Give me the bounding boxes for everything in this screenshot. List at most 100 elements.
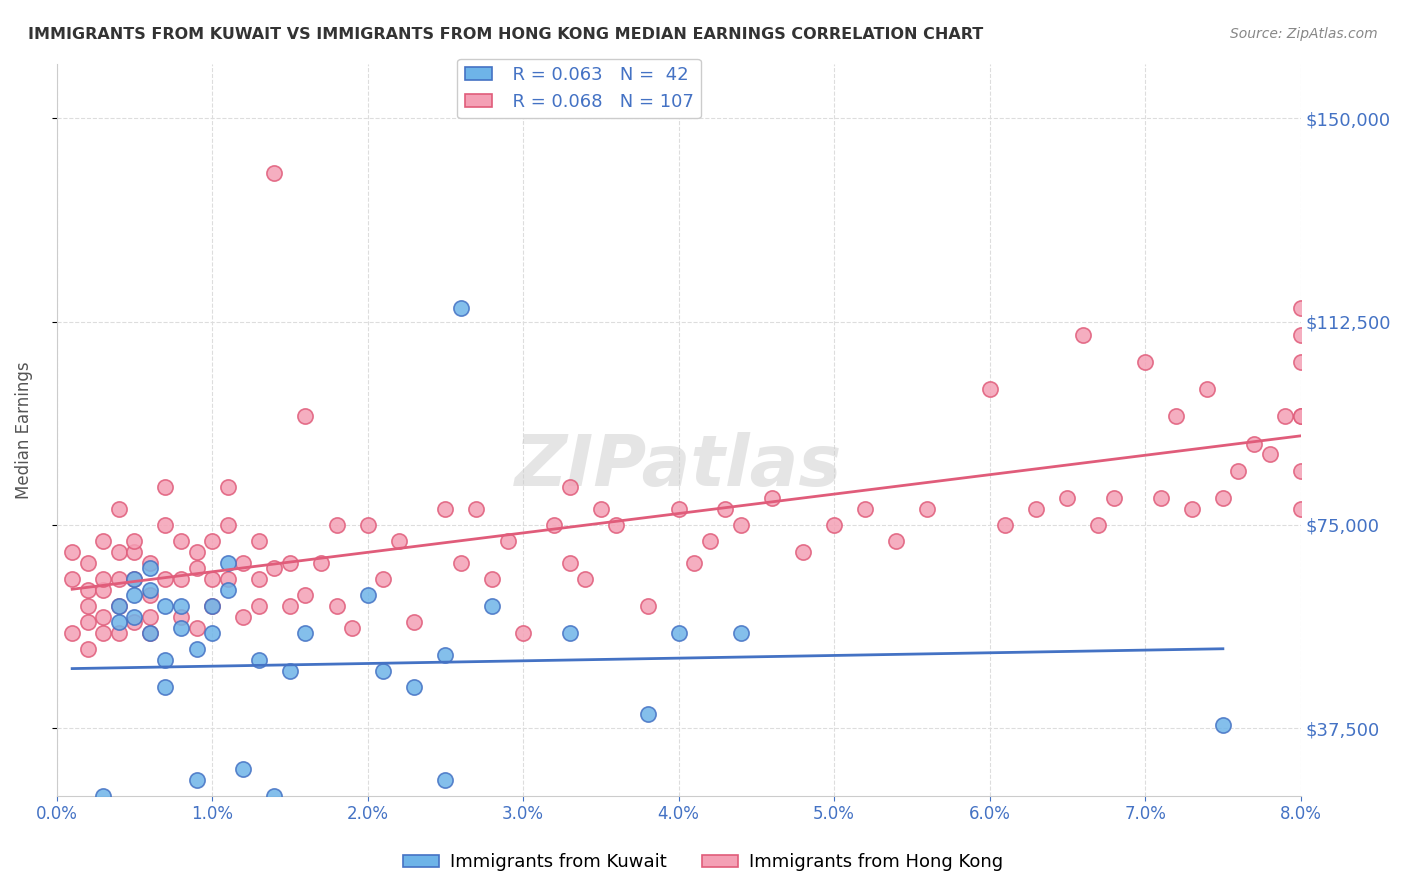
Point [124, 572, 146, 586]
Point [761, 491, 783, 505]
Point [1258, 447, 1281, 461]
Point [217, 582, 239, 597]
Point [124, 588, 146, 602]
Point [278, 599, 301, 614]
Point [1289, 501, 1312, 516]
Point [91, 626, 114, 640]
Point [1166, 409, 1188, 424]
Point [124, 572, 146, 586]
Point [186, 545, 208, 559]
Point [91, 832, 114, 847]
Point [201, 534, 224, 549]
Point [76, 582, 98, 597]
Point [1181, 501, 1204, 516]
Point [124, 534, 146, 549]
Point [668, 501, 690, 516]
Text: Source: ZipAtlas.com: Source: ZipAtlas.com [1230, 27, 1378, 41]
Point [76, 556, 98, 570]
Point [434, 772, 457, 787]
Point [217, 572, 239, 586]
Point [1289, 301, 1312, 315]
Point [124, 615, 146, 630]
Point [108, 545, 131, 559]
Point [91, 610, 114, 624]
Point [481, 599, 503, 614]
Point [1056, 491, 1078, 505]
Point [979, 383, 1001, 397]
Point [186, 642, 208, 657]
Point [356, 588, 378, 602]
Point [60, 626, 83, 640]
Point [60, 572, 83, 586]
Point [434, 501, 457, 516]
Point [91, 534, 114, 549]
Point [1227, 464, 1250, 478]
Point [170, 572, 193, 586]
Point [139, 582, 162, 597]
Point [1102, 491, 1125, 505]
Point [232, 762, 254, 776]
Point [574, 572, 596, 586]
Point [139, 561, 162, 575]
Point [1289, 355, 1312, 369]
Point [404, 681, 426, 695]
Point [201, 572, 224, 586]
Point [683, 556, 706, 570]
Point [108, 626, 131, 640]
Point [263, 561, 285, 575]
Point [1289, 409, 1312, 424]
Point [1087, 517, 1109, 532]
Point [558, 626, 581, 640]
Point [325, 517, 347, 532]
Point [201, 626, 224, 640]
Point [76, 642, 98, 657]
Point [139, 610, 162, 624]
Point [60, 843, 83, 857]
Point [155, 517, 177, 532]
Point [124, 610, 146, 624]
Point [232, 556, 254, 570]
Point [91, 789, 114, 803]
Point [263, 166, 285, 180]
Point [139, 626, 162, 640]
Point [155, 599, 177, 614]
Point [124, 545, 146, 559]
Point [465, 501, 488, 516]
Point [155, 572, 177, 586]
Point [108, 501, 131, 516]
Point [247, 572, 270, 586]
Point [1025, 501, 1047, 516]
Text: ZIPatlas: ZIPatlas [515, 432, 842, 501]
Point [91, 582, 114, 597]
Point [155, 480, 177, 494]
Point [356, 517, 378, 532]
Point [294, 626, 316, 640]
Point [108, 572, 131, 586]
Point [155, 653, 177, 667]
Point [543, 517, 565, 532]
Y-axis label: Median Earnings: Median Earnings [15, 361, 32, 499]
Point [108, 599, 131, 614]
Point [1243, 436, 1265, 450]
Point [637, 707, 659, 722]
Point [1289, 464, 1312, 478]
Point [373, 664, 395, 678]
Point [994, 517, 1017, 532]
Point [91, 572, 114, 586]
Point [668, 626, 690, 640]
Point [730, 626, 752, 640]
Point [232, 815, 254, 830]
Text: IMMIGRANTS FROM KUWAIT VS IMMIGRANTS FROM HONG KONG MEDIAN EARNINGS CORRELATION : IMMIGRANTS FROM KUWAIT VS IMMIGRANTS FRO… [28, 27, 983, 42]
Point [450, 301, 472, 315]
Point [170, 534, 193, 549]
Point [294, 409, 316, 424]
Point [1289, 409, 1312, 424]
Point [1150, 491, 1173, 505]
Point [1274, 409, 1296, 424]
Point [325, 599, 347, 614]
Point [170, 610, 193, 624]
Point [232, 610, 254, 624]
Point [558, 480, 581, 494]
Point [792, 545, 814, 559]
Point [201, 599, 224, 614]
